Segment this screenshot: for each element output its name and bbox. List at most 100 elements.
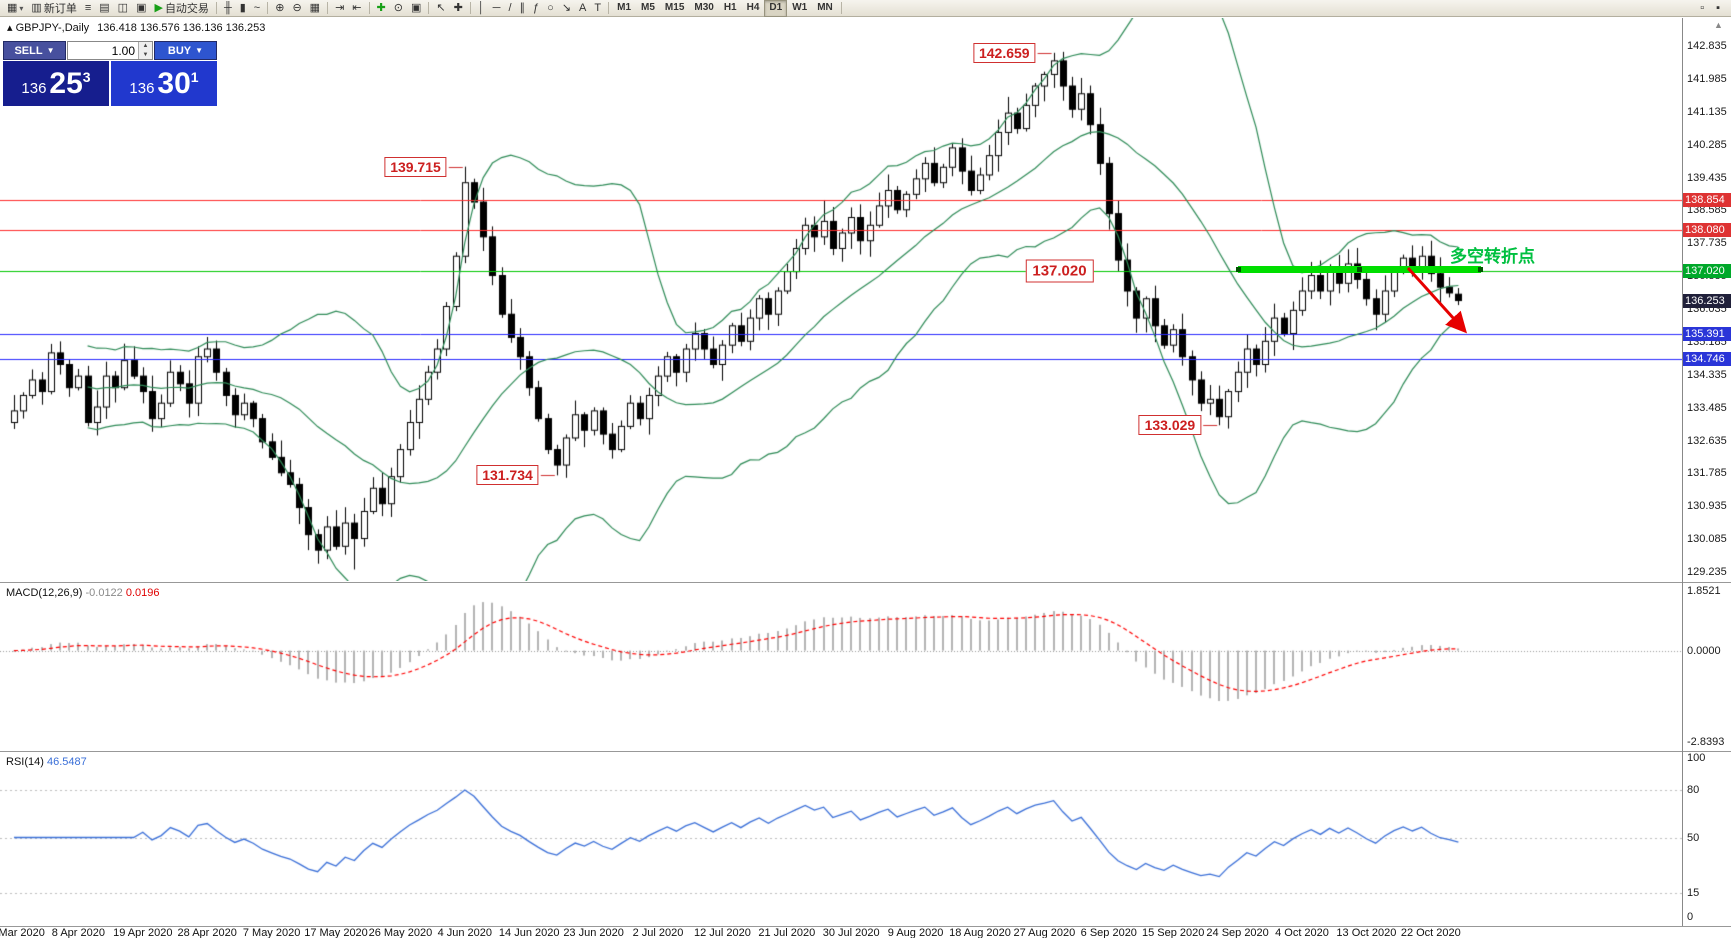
price-tick: 129.235 xyxy=(1687,566,1727,578)
bar-chart-button[interactable]: ╫ xyxy=(220,0,236,17)
candlestick-icon: ▮ xyxy=(239,1,246,14)
fibonacci-button[interactable]: ƒ xyxy=(529,0,543,17)
rsi-axis-value: 15 xyxy=(1687,887,1700,900)
main-chart-canvas[interactable] xyxy=(0,18,1682,581)
macd-signal-value: 0.0196 xyxy=(125,587,160,599)
panel-separator[interactable] xyxy=(0,751,1731,752)
panel-separator[interactable] xyxy=(0,582,1731,583)
vertical-line-button[interactable]: │ xyxy=(474,0,489,17)
date-axis-label: 30 Mar 2020 xyxy=(0,927,45,938)
object-handle[interactable] xyxy=(1357,266,1362,272)
price-callout[interactable]: 139.715 xyxy=(384,156,447,177)
volume-step-up[interactable]: ▲ xyxy=(139,42,152,51)
cursor-button[interactable]: ↖ xyxy=(432,0,449,17)
price-line-tag: 138.080 xyxy=(1683,222,1731,237)
line-chart-button[interactable]: ~ xyxy=(250,0,264,17)
timeframe-m30-button[interactable]: M30 xyxy=(694,1,714,13)
arrows-button[interactable]: ↘ xyxy=(558,0,575,17)
timeframe-h1-button[interactable]: H1 xyxy=(723,1,737,13)
object-handle[interactable] xyxy=(1235,266,1241,272)
date-axis-label: 2 Jul 2020 xyxy=(632,927,684,938)
templates-button[interactable]: ▣ xyxy=(407,0,425,17)
caret-icon: ▾ xyxy=(19,3,24,13)
toolbar-separator xyxy=(428,2,430,14)
timeframe-h4-button[interactable]: H4 xyxy=(746,1,760,13)
toolbar-separator xyxy=(469,2,471,14)
rsi-canvas[interactable] xyxy=(0,752,1682,925)
indicators-button[interactable]: ✚ xyxy=(373,0,390,17)
price-tick: 137.735 xyxy=(1687,237,1727,250)
indicators-icon: ✚ xyxy=(376,1,386,14)
date-axis-label: 15 Sep 2020 xyxy=(1141,927,1205,938)
volume-step-down[interactable]: ▼ xyxy=(139,50,152,59)
shapes-button[interactable]: ○ xyxy=(543,0,558,17)
rsi-axis-value: 0 xyxy=(1687,911,1694,923)
chart-shift-button[interactable]: ⇤ xyxy=(348,0,365,17)
data-window-button[interactable]: ▤ xyxy=(95,0,113,17)
market-watch-button[interactable]: ≡ xyxy=(81,0,95,17)
trendline-button[interactable]: / xyxy=(504,0,515,17)
price-callout[interactable]: 133.029 xyxy=(1138,415,1202,436)
buy-button-label: BUY xyxy=(167,44,192,57)
trendline-icon: / xyxy=(508,1,512,14)
collapse-icon[interactable]: ▴ xyxy=(7,22,13,34)
candlestick-button[interactable]: ▮ xyxy=(236,0,250,17)
price-callout[interactable]: 131.734 xyxy=(476,465,539,486)
volume-input[interactable] xyxy=(68,42,138,59)
down-arrow-annotation[interactable] xyxy=(1400,260,1480,344)
price-tick: 131.785 xyxy=(1687,467,1727,480)
macd-canvas[interactable] xyxy=(0,583,1682,750)
macd-name: MACD(12,26,9) xyxy=(6,587,83,599)
scroll-to-end-marker[interactable]: ▲ xyxy=(1714,20,1723,30)
buy-button[interactable]: BUY ▼ xyxy=(154,41,217,60)
price-tick: 141.985 xyxy=(1687,72,1727,85)
chart-shift-icon: ⇤ xyxy=(352,1,362,14)
timeframe-m5-button[interactable]: M5 xyxy=(641,1,655,13)
zoom-out-button[interactable]: ⊖ xyxy=(288,0,305,17)
date-axis-border xyxy=(0,926,1731,927)
text-label-button[interactable]: T xyxy=(590,0,605,17)
new-chart-button[interactable]: ▦ ▾ xyxy=(3,0,27,17)
price-callout[interactable]: 142.659 xyxy=(972,42,1036,63)
date-axis-label: 9 Aug 2020 xyxy=(887,927,944,938)
timeframe-w1-button[interactable]: W1 xyxy=(792,1,808,13)
rsi-axis-value: 50 xyxy=(1687,831,1700,844)
equidistant-channel-button[interactable]: ∥ xyxy=(516,0,530,17)
navigator-button[interactable]: ◫ xyxy=(114,0,132,17)
text-annotation[interactable]: 多空转折点 xyxy=(1450,247,1535,266)
periods-button[interactable]: ⊙ xyxy=(390,0,407,17)
date-axis-label: 13 Oct 2020 xyxy=(1336,927,1397,938)
price-tick: 132.635 xyxy=(1687,434,1727,447)
volume-field: ▲ ▼ xyxy=(67,41,153,60)
timeframe-d1-button[interactable]: D1 xyxy=(764,0,788,17)
sell-price-tile[interactable]: 136 25 3 xyxy=(3,61,109,106)
timeframe-m1-button[interactable]: M1 xyxy=(617,1,632,13)
object-handle[interactable] xyxy=(1478,266,1484,272)
horizontal-line-button[interactable]: ─ xyxy=(489,0,505,17)
text-button[interactable]: A xyxy=(575,0,590,17)
fullscreen-icon[interactable]: ▪ xyxy=(1712,0,1724,17)
equidistant-channel-icon: ∥ xyxy=(519,1,526,14)
price-callout[interactable]: 137.020 xyxy=(1025,259,1094,283)
date-axis-label: 14 Jun 2020 xyxy=(498,927,560,938)
macd-axis-value: -2.8393 xyxy=(1687,736,1725,748)
chart-profile-icon[interactable]: ▫ xyxy=(1696,0,1708,17)
zoom-in-button[interactable]: ⊕ xyxy=(271,0,288,17)
sell-button[interactable]: SELL ▼ xyxy=(3,41,66,60)
auto-scroll-button[interactable]: ⇥ xyxy=(331,0,348,17)
tile-windows-button[interactable]: ▦ xyxy=(306,0,324,17)
timeframe-m15-button[interactable]: M15 xyxy=(664,1,685,13)
price-line-tag: 137.020 xyxy=(1683,263,1731,278)
timeframe-mn-button[interactable]: MN xyxy=(817,1,833,13)
terminal-button[interactable]: ▣ xyxy=(132,0,150,17)
buy-price-tile[interactable]: 136 30 1 xyxy=(111,61,217,106)
templates-icon: ▣ xyxy=(410,1,422,14)
new-order-button[interactable]: ▥ 新订单 xyxy=(27,0,80,17)
price-line-tag: 134.746 xyxy=(1683,351,1731,366)
buy-price-point: 1 xyxy=(190,68,199,85)
date-axis-label: 17 May 2020 xyxy=(304,927,368,938)
autotrading-button[interactable]: ▶ 自动交易 xyxy=(150,0,212,17)
crosshair-button[interactable]: ✚ xyxy=(450,0,467,17)
arrows-icon: ↘ xyxy=(561,1,572,14)
